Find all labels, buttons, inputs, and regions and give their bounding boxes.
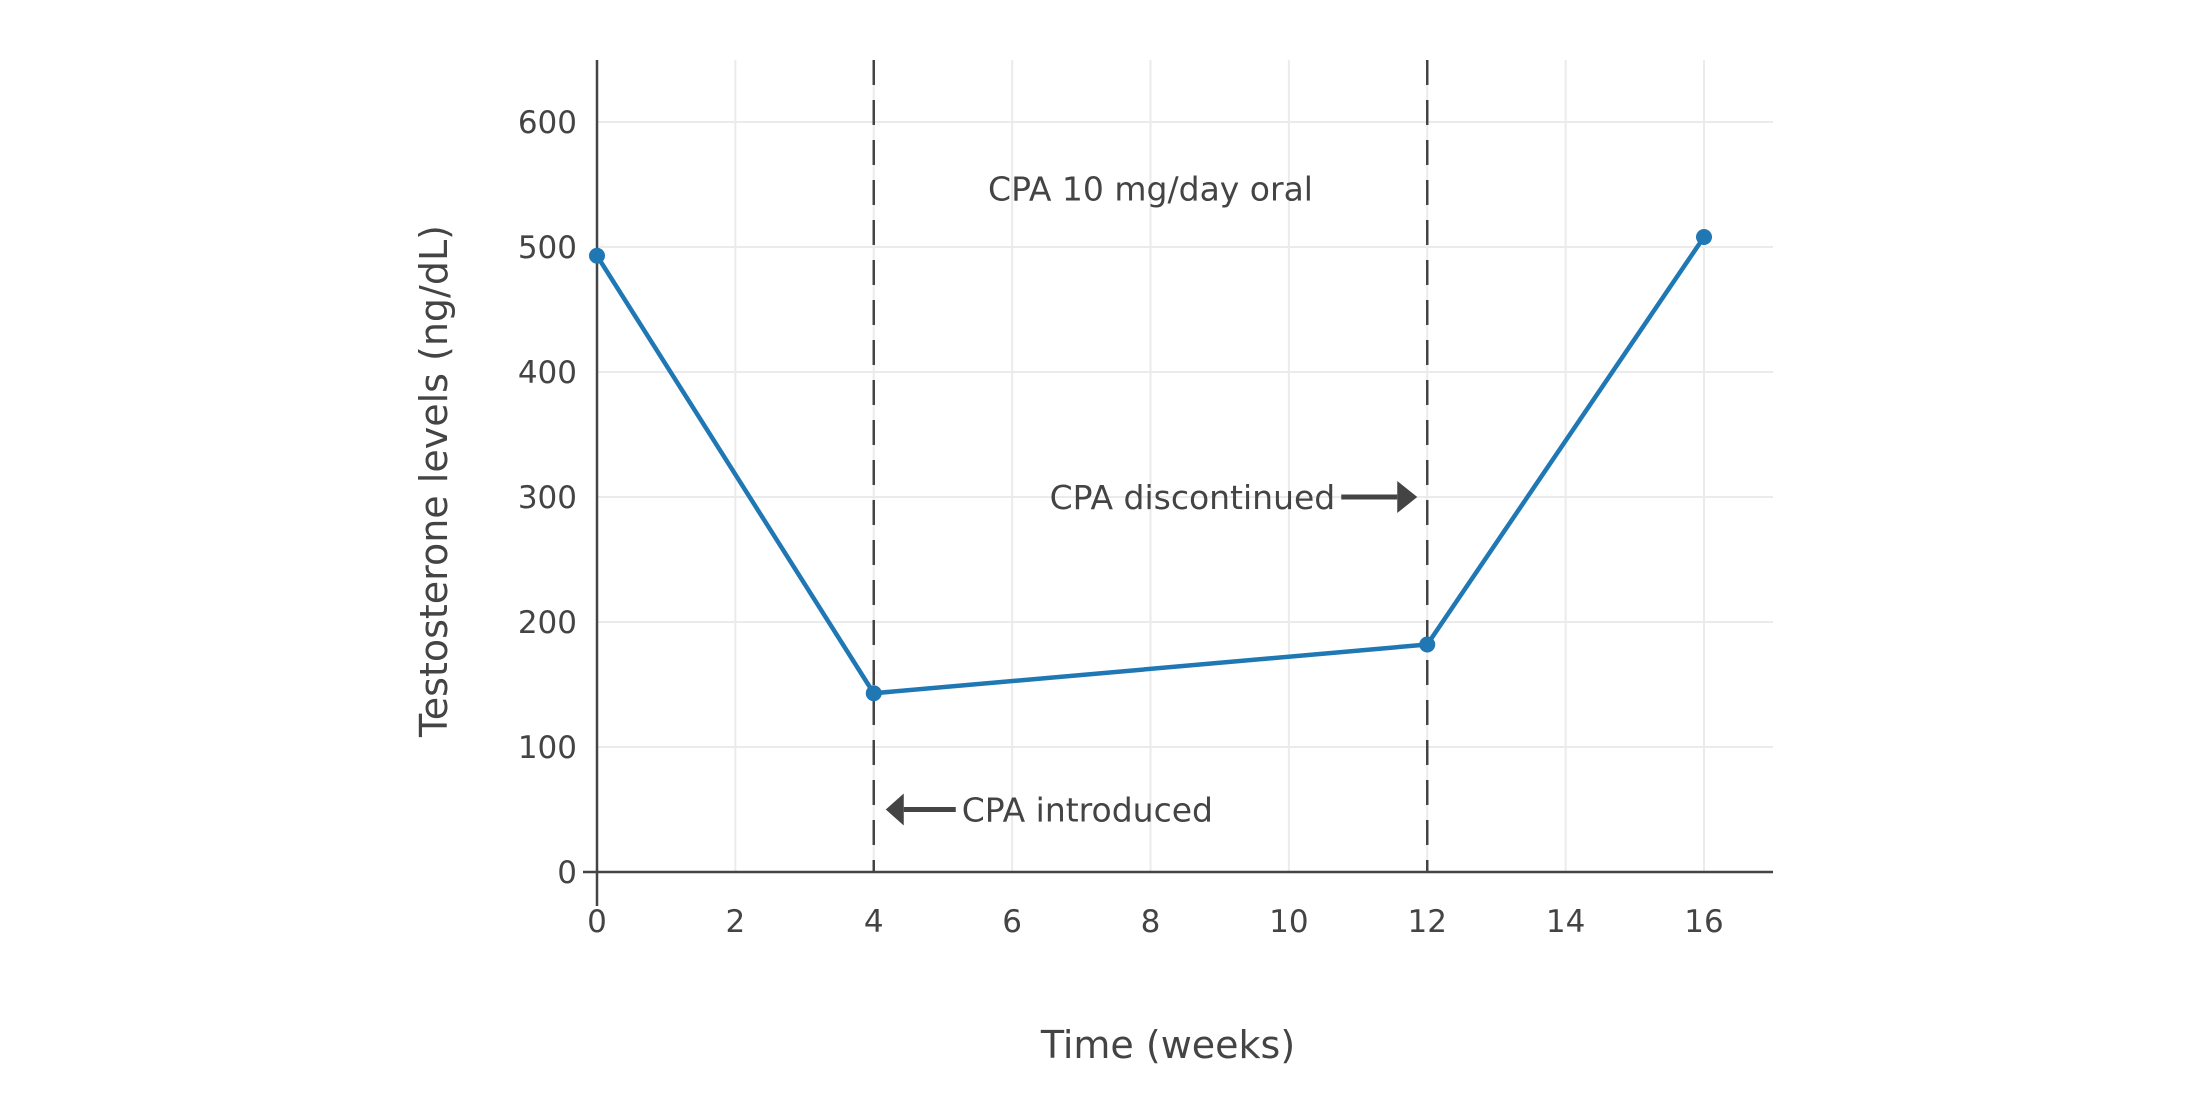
x-tick-label: 8 [1141,904,1161,940]
y-tick-label: 100 [518,730,577,766]
x-tick-label: 2 [726,904,746,940]
x-tick-label: 14 [1546,904,1585,940]
y-tick-label: 300 [518,480,577,516]
annotations: CPA 10 mg/day oral CPA discontinued CPA in… [885,169,1418,830]
data-point [589,247,605,264]
x-axis-title: Time (weeks) [1040,1023,1295,1067]
data-point [865,685,882,702]
y-tick-label: 600 [518,105,577,141]
x-tick-label: 16 [1684,904,1723,940]
arrow-right-icon [1397,481,1418,513]
arrow-left-icon [885,793,904,826]
annotation-label: CPA discontinued [1050,478,1336,517]
x-tick-label: 10 [1269,904,1308,940]
series [589,229,1712,702]
data-point [1419,636,1436,653]
x-tick-label: 6 [1002,904,1022,940]
grid [596,60,1773,873]
y-axis-title: Testosterone levels (ng/dL) [412,225,456,738]
annotation-label: CPA introduced [962,791,1213,830]
series-line [595,235,1706,696]
y-tick-label: 200 [518,605,577,641]
y-tick-label: 400 [518,355,577,391]
x-tick-label: 4 [864,904,884,940]
reference-lines [872,60,1429,872]
y-tick-label: 0 [557,855,577,891]
x-tick-label: 12 [1408,904,1447,940]
data-point [1696,229,1712,245]
x-tick-label: 0 [587,904,607,940]
tick-labels: 0 2 4 6 8 10 12 14 16 0 100 200 300 400 500 600 [518,105,1724,940]
annotation-label: CPA 10 mg/day oral [988,169,1313,208]
axes [583,60,1773,906]
y-tick-label: 500 [518,230,577,266]
